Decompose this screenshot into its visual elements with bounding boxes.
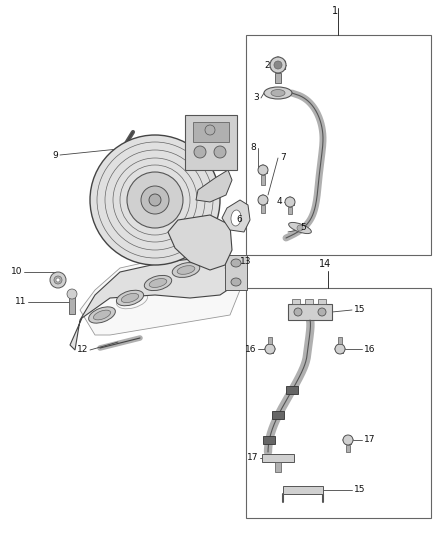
Bar [286, 386, 298, 394]
Circle shape [318, 308, 326, 316]
Ellipse shape [149, 279, 167, 287]
Bar [275, 462, 281, 472]
Circle shape [90, 135, 220, 265]
Ellipse shape [231, 210, 241, 226]
Text: 10: 10 [11, 268, 22, 277]
Text: 1: 1 [332, 6, 338, 16]
Ellipse shape [169, 264, 201, 280]
Text: 2: 2 [265, 61, 270, 69]
Circle shape [343, 435, 353, 445]
Circle shape [294, 308, 302, 316]
Text: 16: 16 [244, 344, 256, 353]
Bar [292, 299, 300, 304]
Ellipse shape [117, 290, 144, 306]
Bar [246, 35, 431, 255]
Circle shape [274, 61, 282, 69]
Text: 13: 13 [240, 257, 251, 266]
Text: 17: 17 [364, 435, 375, 445]
Ellipse shape [88, 307, 115, 323]
Circle shape [285, 197, 295, 207]
Ellipse shape [121, 294, 139, 303]
Circle shape [127, 172, 183, 228]
Ellipse shape [142, 277, 174, 294]
Bar [318, 299, 326, 304]
Bar [268, 337, 272, 344]
Text: 16: 16 [364, 344, 375, 353]
Polygon shape [70, 255, 238, 350]
Ellipse shape [172, 263, 200, 278]
Bar [283, 486, 323, 494]
Bar [288, 304, 332, 320]
Bar [263, 436, 275, 444]
Circle shape [194, 146, 206, 158]
Circle shape [56, 278, 60, 282]
Text: 12: 12 [77, 345, 88, 354]
Ellipse shape [271, 90, 285, 96]
Text: 3: 3 [253, 93, 259, 102]
Polygon shape [222, 200, 250, 232]
Ellipse shape [144, 276, 172, 290]
Bar [246, 288, 431, 518]
Text: 7: 7 [280, 154, 286, 163]
Circle shape [149, 194, 161, 206]
Circle shape [141, 186, 169, 214]
Text: 17: 17 [247, 454, 258, 463]
Bar [272, 411, 284, 419]
Bar [225, 255, 247, 290]
Circle shape [50, 272, 66, 288]
Bar [346, 445, 350, 452]
Ellipse shape [264, 87, 292, 99]
Bar [261, 175, 265, 185]
Bar [69, 290, 75, 314]
Text: 9: 9 [52, 150, 58, 159]
Ellipse shape [93, 310, 110, 320]
Bar [261, 205, 265, 213]
Bar [262, 454, 294, 462]
Polygon shape [196, 170, 232, 202]
Bar [275, 73, 281, 83]
Bar [185, 115, 237, 170]
Text: 15: 15 [354, 305, 365, 314]
Text: 4: 4 [276, 198, 282, 206]
Text: 5: 5 [300, 223, 306, 232]
Circle shape [265, 344, 275, 354]
Bar [338, 337, 342, 344]
Ellipse shape [196, 254, 228, 270]
Circle shape [54, 276, 62, 284]
Text: 11: 11 [14, 297, 26, 306]
Bar [305, 299, 313, 304]
Circle shape [335, 344, 345, 354]
Circle shape [297, 225, 303, 231]
Circle shape [205, 125, 215, 135]
Ellipse shape [117, 291, 148, 309]
Text: 6: 6 [236, 215, 242, 224]
Ellipse shape [289, 222, 311, 233]
Circle shape [67, 289, 77, 299]
Polygon shape [80, 252, 240, 335]
Circle shape [214, 146, 226, 158]
Text: 8: 8 [250, 143, 256, 152]
Text: 14: 14 [319, 259, 331, 269]
Circle shape [258, 195, 268, 205]
Polygon shape [168, 215, 232, 270]
Circle shape [270, 57, 286, 73]
Ellipse shape [231, 259, 241, 267]
Circle shape [258, 165, 268, 175]
Bar [288, 207, 292, 214]
Text: 15: 15 [354, 486, 365, 495]
Ellipse shape [177, 265, 195, 274]
Bar [193, 122, 229, 142]
Ellipse shape [231, 278, 241, 286]
